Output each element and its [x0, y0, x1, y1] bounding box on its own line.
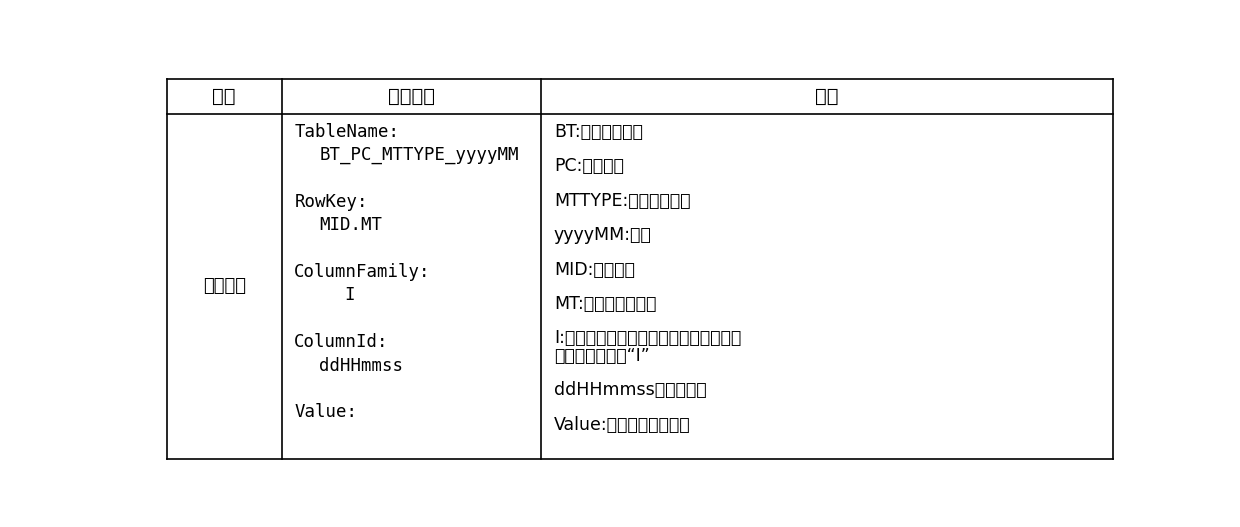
Text: MT:采集监测点类型: MT:采集监测点类型 — [554, 295, 656, 313]
Text: PC:网省编码: PC:网省编码 — [554, 158, 624, 175]
Text: Value:采集检测点采样值: Value:采集检测点采样值 — [554, 415, 691, 434]
Text: MID:设备编码: MID:设备编码 — [554, 261, 635, 279]
Text: Value:: Value: — [294, 403, 357, 421]
Text: 备注: 备注 — [816, 87, 839, 106]
Text: I: I — [345, 287, 355, 305]
Text: 类型: 类型 — [212, 87, 236, 106]
Text: ColumnId:: ColumnId: — [294, 333, 389, 351]
Text: ddHHmmss：日时分秒: ddHHmmss：日时分秒 — [554, 381, 707, 399]
Text: RowKey:: RowKey: — [294, 193, 368, 211]
Text: I:尽量缩短非必要信息长度，所以单列族: I:尽量缩短非必要信息长度，所以单列族 — [554, 329, 742, 347]
Text: BT:业务类型编码: BT:业务类型编码 — [554, 123, 642, 141]
Text: 采用个单个字符“I”: 采用个单个字符“I” — [554, 347, 650, 365]
Text: TableName:: TableName: — [294, 123, 399, 141]
Text: MTTYPE:设备类型编码: MTTYPE:设备类型编码 — [554, 192, 691, 210]
Text: ddHHmmss: ddHHmmss — [320, 356, 403, 375]
Text: ColumnFamily:: ColumnFamily: — [294, 263, 430, 281]
Text: 历史数据: 历史数据 — [202, 277, 246, 296]
Text: MID.MT: MID.MT — [320, 217, 382, 235]
Text: BT_PC_MTTYPE_yyyyMM: BT_PC_MTTYPE_yyyyMM — [320, 147, 518, 164]
Text: 数据结构: 数据结构 — [388, 87, 435, 106]
Text: yyyyMM:年月: yyyyMM:年月 — [554, 226, 651, 244]
